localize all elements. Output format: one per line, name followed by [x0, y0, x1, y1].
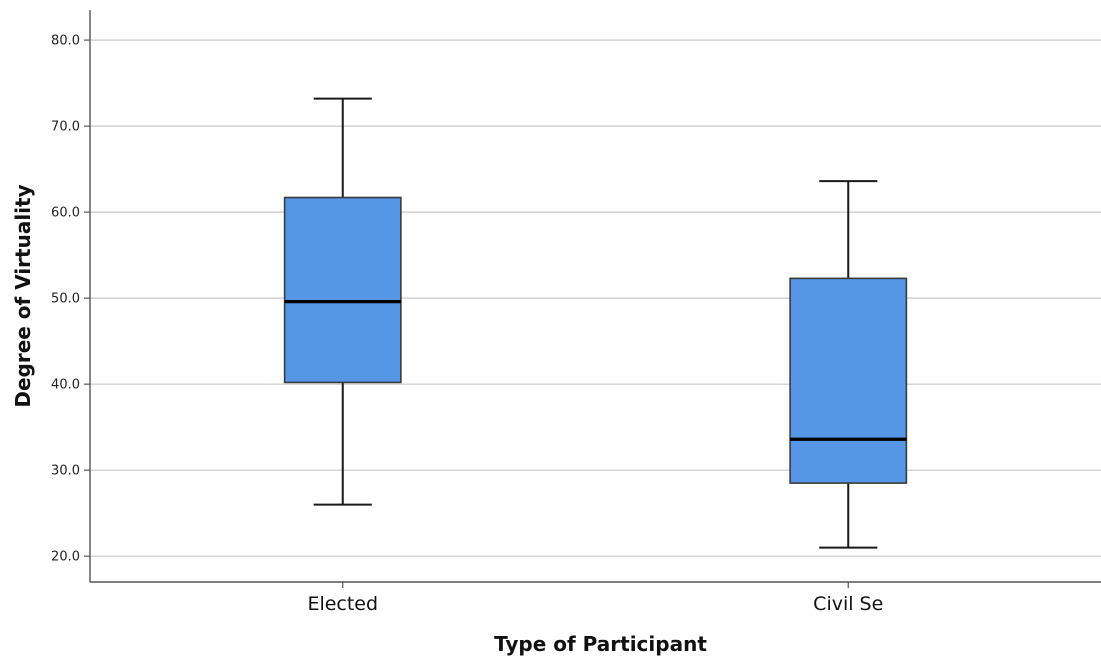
gridlines — [90, 39, 1101, 557]
box-group — [283, 97, 402, 506]
y-tick-label: 70.0 — [51, 120, 80, 135]
iqr-box — [283, 196, 402, 384]
box-group — [789, 180, 908, 549]
axes — [89, 10, 1101, 583]
y-tick-label: 50.0 — [51, 292, 80, 307]
x-tick-label: Civil Se — [813, 593, 883, 615]
y-axis-title: Degree of Virtuality — [11, 184, 35, 407]
boxes — [283, 97, 908, 549]
iqr-box — [789, 277, 908, 484]
y-tick-labels: 20.0 30.0 40.0 50.0 60.0 70.0 80.0 — [51, 34, 90, 565]
y-tick-label: 40.0 — [51, 378, 80, 393]
x-tick-label: Elected — [307, 593, 378, 615]
y-tick-label: 30.0 — [51, 464, 80, 479]
y-tick-label: 80.0 — [51, 34, 80, 49]
y-tick-label: 20.0 — [51, 550, 80, 565]
y-tick-label: 60.0 — [51, 206, 80, 221]
x-axis-title: Type of Participant — [494, 632, 707, 656]
x-tick-labels: Elected Civil Se — [307, 582, 883, 615]
